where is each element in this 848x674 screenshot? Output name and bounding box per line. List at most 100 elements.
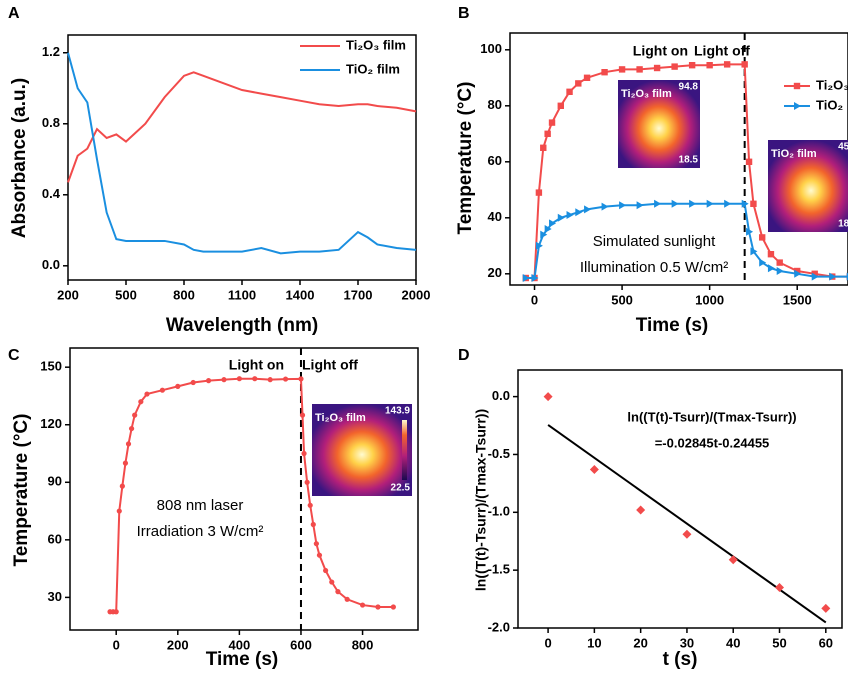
- y-tick-label: -0.5: [488, 446, 510, 461]
- data-point: [119, 483, 125, 489]
- x-tick-label: 500: [115, 287, 137, 302]
- x-tick-label: 0: [544, 635, 551, 650]
- y-tick-label: 1.2: [42, 44, 60, 59]
- data-point: [310, 521, 316, 528]
- data-point: [618, 66, 626, 73]
- data-point: [159, 387, 165, 393]
- data-point: [688, 62, 696, 69]
- x-tick-label: 0: [531, 292, 538, 307]
- data-point: [236, 376, 242, 382]
- inset-min: 18.: [838, 219, 848, 230]
- annotation: Irradiation 3 W/cm²: [137, 523, 264, 540]
- data-point: [144, 391, 150, 397]
- y-tick-label: 40: [488, 209, 502, 224]
- data-point: [821, 603, 831, 613]
- y-tick-label: 0.0: [492, 388, 510, 403]
- y-tick-label: 60: [48, 531, 62, 546]
- panel: Dt (s) ln((T(t)-Tsurr)/(Tmax-Tsurr)) 0 10 20…: [458, 347, 843, 670]
- x-axis-title: Time (s): [206, 649, 279, 670]
- x-tick-label: 600: [290, 637, 312, 652]
- data-point: [298, 376, 304, 382]
- y-tick-label: -1.0: [488, 504, 510, 519]
- data-point: [706, 199, 714, 208]
- panel: C Time (s) Temperature (°C) 0 200 400 600 800 30…: [8, 347, 419, 670]
- y-tick-label: 90: [48, 474, 62, 489]
- data-point: [522, 274, 530, 282]
- data-point: [190, 379, 196, 386]
- data-point: [619, 201, 627, 210]
- data-point: [750, 200, 757, 207]
- y-tick-label: 30: [48, 589, 62, 604]
- data-point: [583, 74, 591, 81]
- y-tick-label: 100: [480, 41, 502, 56]
- data-point: [375, 604, 381, 610]
- annotation: Simulated sunlight: [593, 233, 716, 250]
- x-tick-label: 1000: [695, 292, 724, 307]
- x-tick-label: 200: [167, 637, 189, 652]
- data-point: [636, 66, 643, 73]
- data-point: [636, 201, 644, 210]
- data-point: [540, 230, 548, 239]
- panel-letter: C: [8, 347, 20, 364]
- data-point: [575, 80, 582, 87]
- data-point: [535, 241, 543, 250]
- data-point: [723, 61, 731, 68]
- data-point: [794, 267, 801, 275]
- x-tick-label: 200: [57, 287, 79, 302]
- data-point: [125, 441, 132, 447]
- data-point: [671, 199, 679, 208]
- data-point: [544, 225, 552, 233]
- data-point: [531, 274, 539, 282]
- data-point: [549, 219, 557, 228]
- thermal-image: [618, 80, 700, 168]
- data-point: [540, 144, 547, 151]
- inset-max: 94.8: [679, 82, 699, 93]
- y-axis-title: Temperature (°C): [455, 82, 476, 235]
- x-axis-title: Time (s): [636, 315, 709, 336]
- series-line: [67, 71, 417, 183]
- data-point: [741, 61, 748, 68]
- data-point: [724, 199, 732, 208]
- x-tick-label: 800: [352, 637, 374, 652]
- data-point: [706, 62, 713, 69]
- data-point: [535, 189, 543, 196]
- data-point: [543, 392, 553, 402]
- data-point: [829, 272, 837, 281]
- inset-title: TiO₂ film: [771, 148, 817, 160]
- inset-max: 45.: [838, 142, 848, 153]
- legend-label: TiO₂ film: [346, 61, 400, 76]
- inset-min: 22.5: [391, 483, 411, 494]
- data-point: [759, 258, 767, 267]
- data-point: [313, 541, 319, 547]
- legend-marker: [794, 102, 801, 110]
- data-point: [175, 383, 181, 389]
- data-point: [113, 609, 119, 615]
- annotation: 808 nm laser: [157, 497, 244, 514]
- data-point: [566, 211, 574, 219]
- legend-label: TiO₂: [816, 97, 843, 112]
- data-point: [575, 208, 583, 217]
- inset-min: 18.5: [679, 155, 699, 166]
- data-point: [811, 270, 818, 277]
- series-line: [67, 52, 417, 255]
- data-point: [746, 227, 754, 236]
- data-point: [335, 589, 341, 595]
- data-point: [767, 264, 775, 273]
- x-tick-label: 1400: [286, 287, 315, 302]
- inset-title: Ti₂O₃ film: [621, 88, 672, 100]
- y-axis-title: Temperature (°C): [11, 414, 32, 567]
- data-point: [128, 425, 135, 432]
- y-tick-label: 60: [488, 153, 502, 168]
- data-point: [267, 377, 273, 383]
- y-tick-label: -1.5: [488, 562, 510, 577]
- x-tick-label: 500: [611, 292, 633, 307]
- data-point: [811, 272, 819, 281]
- y-axis-title: ln((T(t)-Tsurr)/(Tmax-Tsurr)): [473, 409, 489, 591]
- y-tick-label: -2.0: [488, 619, 510, 634]
- data-point: [307, 502, 313, 508]
- x-tick-label: 800: [173, 287, 195, 302]
- annotation: Light on: [229, 357, 284, 373]
- y-tick-label: 0.8: [42, 115, 60, 130]
- annotation: =-0.02845t-0.24455: [655, 435, 770, 450]
